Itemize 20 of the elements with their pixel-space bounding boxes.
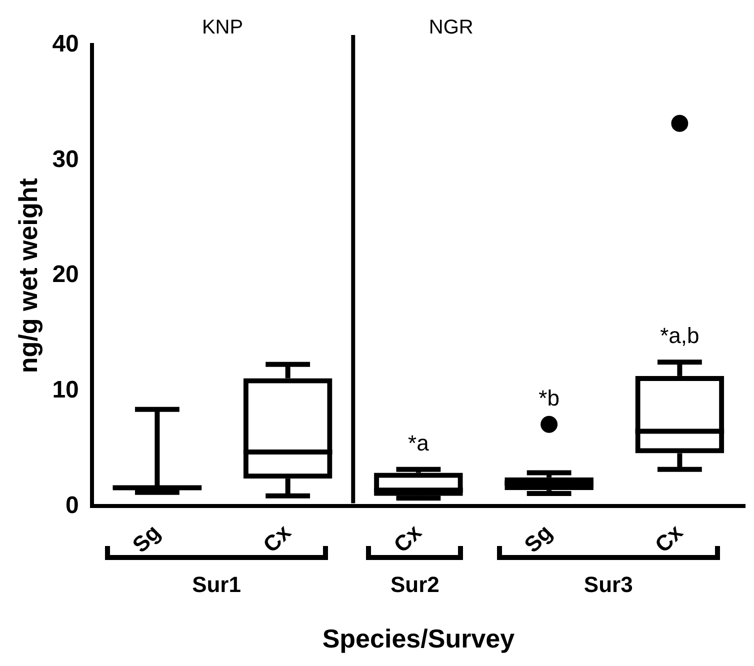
- annotation: *b: [538, 385, 560, 410]
- text: KNP: [202, 16, 244, 39]
- x-tick-label: Sg: [519, 520, 557, 558]
- y-axis-title: ng/g wet weight: [12, 178, 43, 374]
- x-tick-label: Sg: [127, 520, 166, 558]
- annotation: *a,b: [660, 323, 700, 348]
- y-tick-label: 0: [66, 492, 79, 519]
- x-tick-label: Cx: [388, 519, 427, 558]
- y-tick-label: 30: [52, 146, 79, 173]
- y-tick-label: 20: [52, 261, 79, 288]
- y-tick-label: 40: [52, 30, 79, 58]
- y-tick-label: 10: [52, 376, 79, 404]
- text: Sur3: [584, 572, 633, 598]
- x-axis-title: Species/Survey: [322, 624, 516, 654]
- x-tick-label: Cx: [650, 519, 688, 558]
- annotation: *a: [408, 430, 430, 456]
- x-tick-label: Cx: [258, 519, 296, 558]
- text: NGR: [428, 16, 474, 39]
- text: Sur1: [192, 572, 241, 598]
- text: Sur2: [390, 572, 440, 598]
